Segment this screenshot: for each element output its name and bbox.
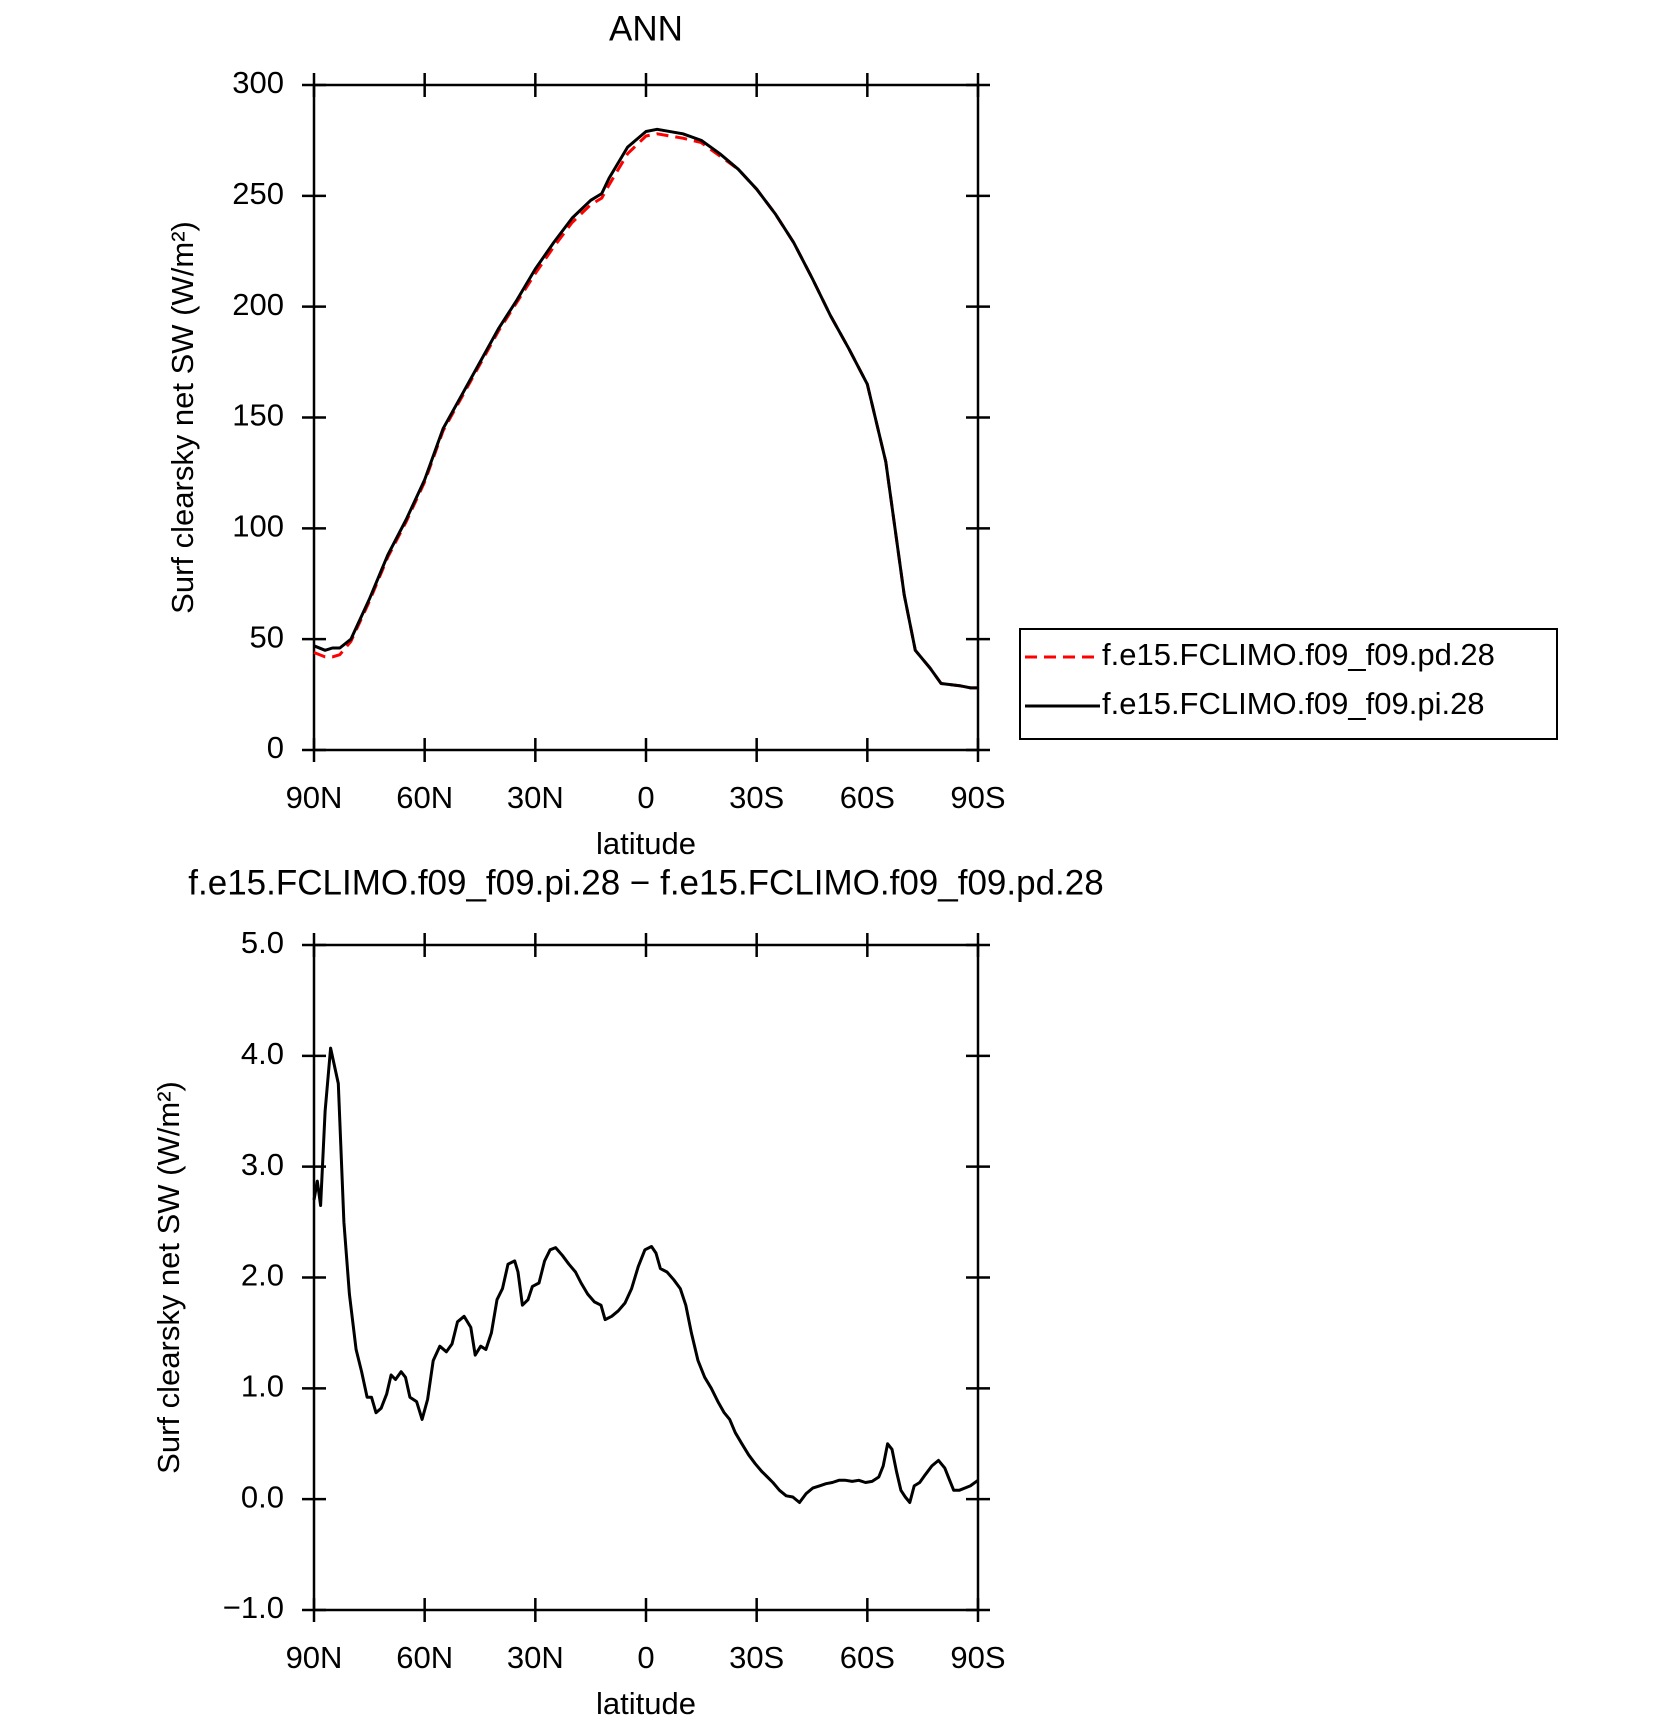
x-axis-label: latitude [596, 826, 696, 861]
y-tick-label: 4.0 [241, 1036, 284, 1071]
y-tick-label: 250 [232, 176, 284, 211]
y-tick-label: −1.0 [223, 1590, 284, 1625]
x-tick-label: 0 [637, 780, 654, 815]
data-line [312, 1046, 979, 1504]
y-axis-label: Surf clearsky net SW (W/m²) [165, 221, 200, 614]
x-tick-label: 90S [950, 780, 1005, 815]
x-tick-label: 60S [840, 1640, 895, 1675]
x-tick-label: 60N [396, 780, 453, 815]
plot-frame [312, 943, 980, 1612]
x-tick-label: 30N [507, 1640, 564, 1675]
y-tick-label: 100 [232, 509, 284, 544]
y-tick-label: 0 [267, 730, 284, 765]
plot-frame [312, 83, 980, 752]
y-tick-label: 50 [250, 619, 284, 654]
y-tick-label: 5.0 [241, 925, 284, 960]
x-tick-label: 90N [286, 780, 343, 815]
y-axis-label: Surf clearsky net SW (W/m²) [151, 1081, 186, 1474]
y-tick-label: 1.0 [241, 1369, 284, 1404]
y-tick-label: 3.0 [241, 1147, 284, 1182]
chart-title: f.e15.FCLIMO.f09_f09.pi.28 − f.e15.FCLIM… [188, 863, 1103, 902]
x-tick-label: 30N [507, 780, 564, 815]
y-tick-label: 0.0 [241, 1479, 284, 1514]
x-tick-label: 90N [286, 1640, 343, 1675]
y-tick-label: 300 [232, 65, 284, 100]
x-axis-label: latitude [596, 1686, 696, 1719]
legend-label: f.e15.FCLIMO.f09_f09.pi.28 [1102, 686, 1485, 721]
x-tick-label: 60S [840, 780, 895, 815]
x-tick-label: 60N [396, 1640, 453, 1675]
data-line [313, 127, 978, 690]
y-tick-label: 200 [232, 287, 284, 322]
data-line [313, 132, 978, 690]
x-tick-label: 30S [729, 1640, 784, 1675]
legend-box [1019, 628, 1558, 740]
x-tick-label: 30S [729, 780, 784, 815]
x-tick-label: 0 [637, 1640, 654, 1675]
x-tick-label: 90S [950, 1640, 1005, 1675]
legend-label: f.e15.FCLIMO.f09_f09.pd.28 [1102, 637, 1495, 672]
chart-title: ANN [609, 9, 683, 48]
y-tick-label: 150 [232, 398, 284, 433]
y-tick-label: 2.0 [241, 1258, 284, 1293]
